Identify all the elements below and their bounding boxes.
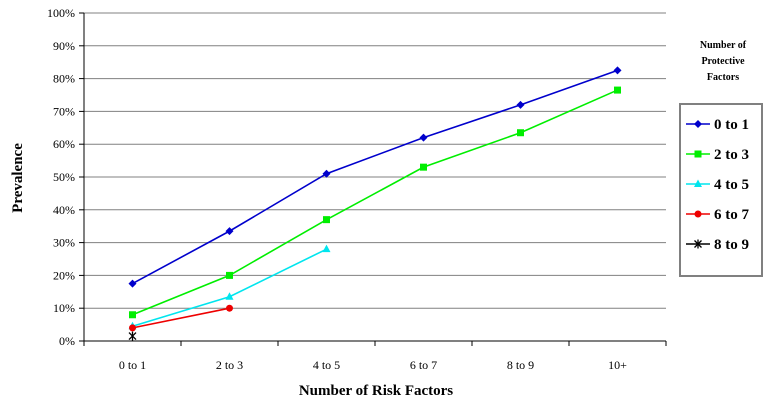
legend-label: 6 to 7 [714,207,749,223]
data-point [225,292,234,300]
series-line [132,248,327,328]
legend-marker [694,239,702,249]
legend-box [679,103,763,277]
y-tick-label: 70% [53,104,75,118]
data-point [226,304,233,312]
x-tick-label: 0 to 1 [119,358,146,372]
y-tick-label: 20% [53,268,75,282]
y-tick-labels: 0% 10% 20% 30% 40% 50% 60% 70% 80% 90% 100% [47,6,75,348]
x-tick-label: 8 to 9 [507,358,534,372]
y-tick-label: 80% [53,72,75,86]
legend-marker [694,150,702,158]
legend-item: 6 to 7 [686,207,749,223]
data-point [322,244,331,253]
data-point [613,66,622,75]
y-tick-label: 60% [53,137,75,151]
legend-item: 8 to 9 [686,237,749,253]
series-line [132,89,618,316]
x-tick-label: 4 to 5 [313,358,340,372]
data-point [517,129,524,137]
legend-label: 2 to 3 [714,147,749,163]
legend-label: 8 to 9 [714,237,749,253]
legend-item: 2 to 3 [686,147,749,163]
legend-marker [694,210,702,218]
legend-title-line-2: Protective [701,56,745,67]
data-point [128,331,137,341]
data-point [420,163,427,171]
data-point [128,279,137,288]
data-point [419,133,428,142]
data-point [129,311,136,319]
data-point [516,100,525,109]
y-tick-label: 10% [53,301,75,315]
legend-label: 4 to 5 [714,177,749,193]
legend-marker [694,179,702,187]
axes [79,12,667,346]
legend-title: Number of Protective Factors [700,40,747,83]
data-point [129,324,136,332]
data-point [323,216,330,224]
x-tick-label: 6 to 7 [410,358,437,372]
data-point [322,169,331,178]
legend-marker [694,120,702,128]
y-tick-label: 100% [47,6,75,20]
legend-label: 0 to 1 [714,117,749,133]
x-tick-labels: 0 to 1 2 to 3 4 to 5 6 to 7 8 to 9 10+ [119,358,627,372]
legend: 0 to 1 2 to 3 4 to 5 6 to 7 8 to 9 [686,117,749,253]
y-axis-title: Prevalence [10,143,26,213]
y-tick-label: 30% [53,236,75,250]
series-2-to-3 [129,86,621,319]
data-point [226,271,233,279]
legend-title-line-3: Factors [707,72,739,83]
series-8-to-9 [128,331,137,341]
series-line [132,69,618,285]
data-point [225,227,234,236]
y-tick-label: 40% [53,203,75,217]
legend-item: 0 to 1 [686,117,749,133]
legend-title-line-1: Number of [700,40,747,51]
gridlines [84,12,666,309]
series-6-to-7 [129,304,233,332]
y-tick-label: 0% [59,334,75,348]
x-axis-title: Number of Risk Factors [299,383,453,399]
series-line [132,307,230,329]
data-point [614,86,621,94]
y-tick-label: 90% [53,39,75,53]
series-layer [128,66,622,341]
legend-item: 4 to 5 [686,177,749,193]
x-tick-label: 10+ [608,358,627,372]
series-4-to-5 [128,244,331,330]
y-tick-label: 50% [53,170,75,184]
series-0-to-1 [128,66,622,288]
x-tick-label: 2 to 3 [216,358,243,372]
